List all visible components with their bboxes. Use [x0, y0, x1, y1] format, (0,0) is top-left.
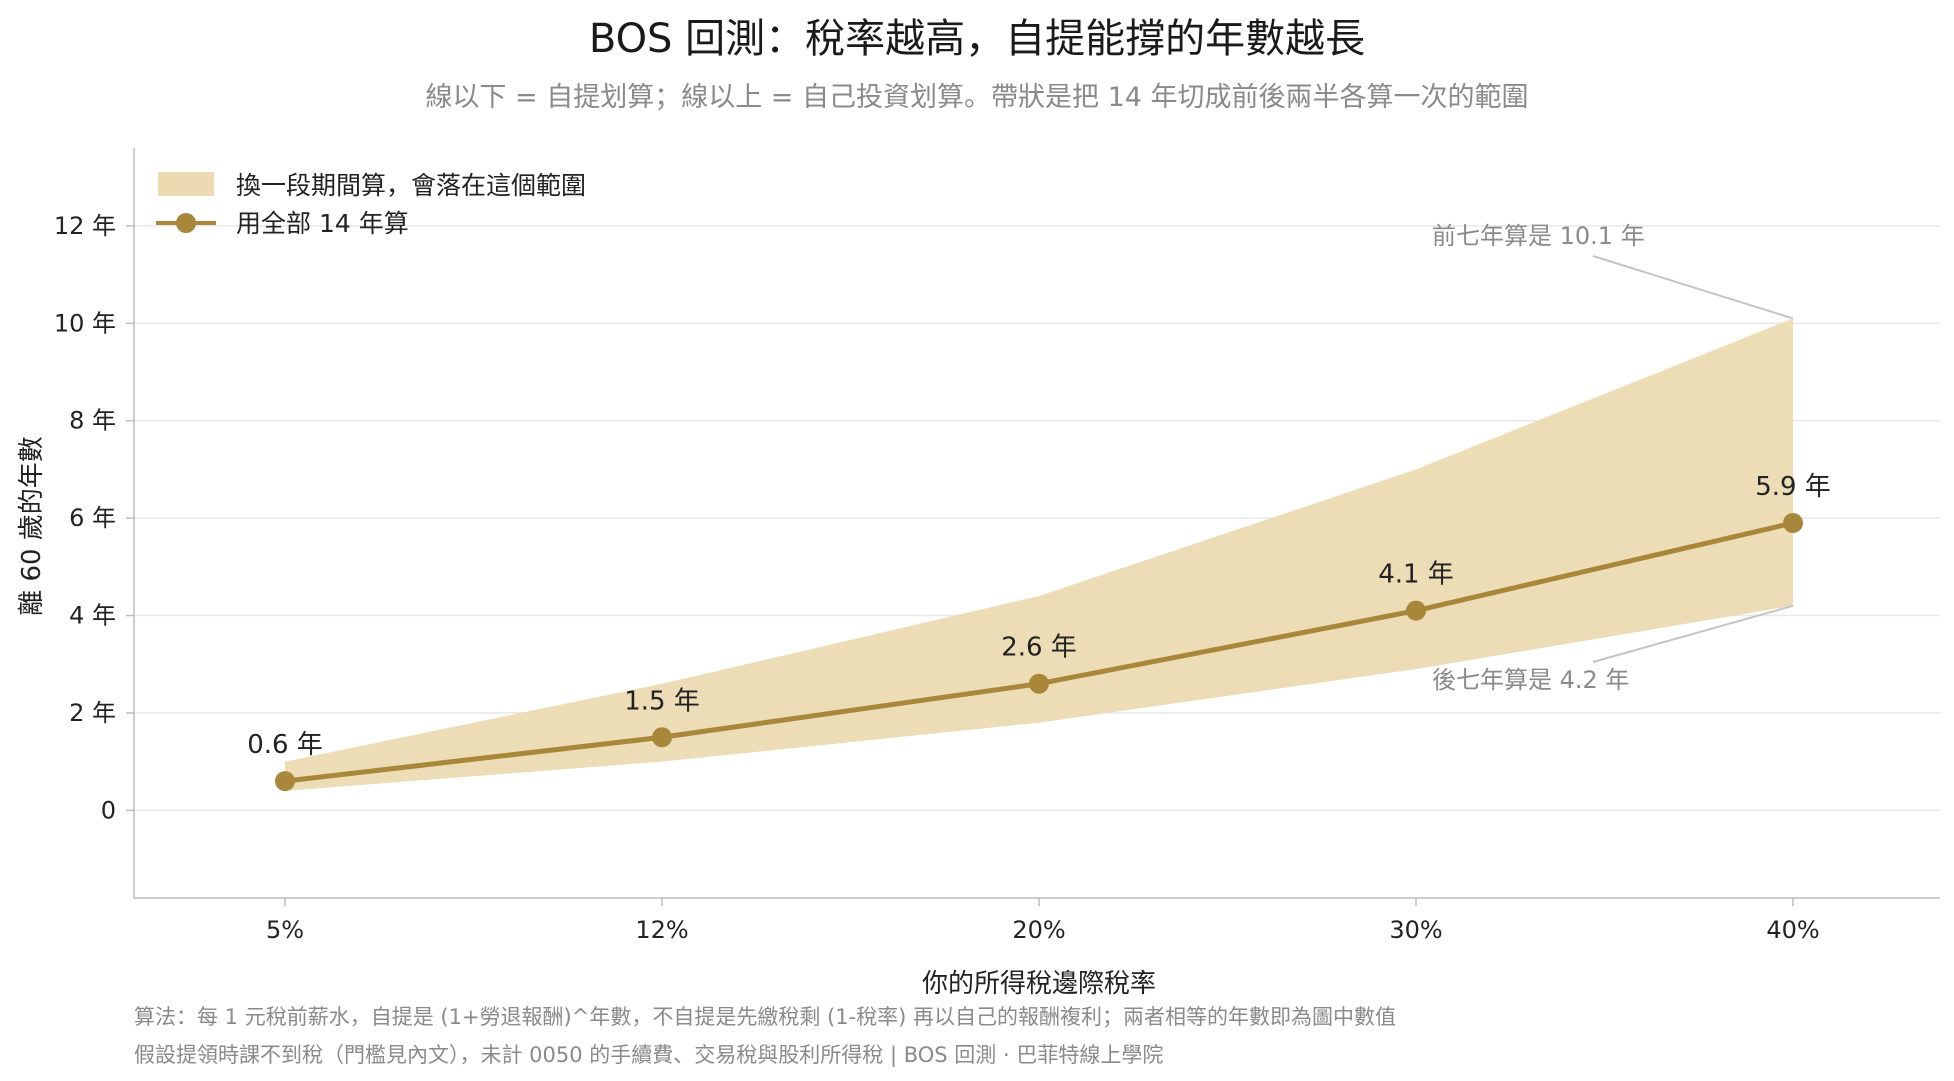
- chart-title: BOS 回測：稅率越高，自提能撐的年數越長: [589, 16, 1365, 62]
- legend-band-swatch: [158, 172, 214, 196]
- y-tick-label-10: 10 年: [54, 309, 116, 337]
- legend-line-label: 用全部 14 年算: [236, 209, 409, 238]
- data-label-1: 1.5 年: [624, 686, 700, 716]
- data-point-0: [275, 771, 295, 792]
- legend: 換一段期間算，會落在這個範圍 用全部 14 年算: [156, 171, 586, 238]
- y-tick-label-4: 4 年: [69, 602, 116, 630]
- range-band: [285, 318, 1793, 791]
- y-tick-label-2: 2 年: [69, 699, 116, 727]
- x-tick-label-3: 30%: [1389, 916, 1442, 944]
- x-tick-label-2: 20%: [1012, 916, 1065, 944]
- data-label-2: 2.6 年: [1001, 633, 1077, 663]
- annotation-leader-1: [1592, 604, 1794, 663]
- y-tick-label-8: 8 年: [69, 407, 116, 435]
- legend-marker-swatch: [176, 213, 196, 233]
- chart-subtitle: 線以下 = 自提划算；線以上 = 自己投資划算。帶狀是把 14 年切成前後兩半各…: [425, 82, 1528, 113]
- range-band-layer: [285, 318, 1793, 791]
- x-tick-label-0: 5%: [266, 916, 304, 944]
- data-point-1: [652, 727, 672, 748]
- legend-band-label: 換一段期間算，會落在這個範圍: [236, 171, 586, 200]
- x-tick-label-1: 12%: [635, 916, 688, 944]
- data-label-0: 0.6 年: [247, 730, 323, 760]
- annotation-text-0: 前七年算是 10.1 年: [1432, 222, 1645, 250]
- footnote-line-2: 假設提領時課不到稅（門檻見內文），未計 0050 的手續費、交易稅與股利所得稅 …: [134, 1043, 1163, 1068]
- footnote-line-1: 算法：每 1 元稅前薪水，自提是 (1+勞退報酬)^年數，不自提是先繳稅剩 (1…: [134, 1005, 1396, 1029]
- y-tick-label-0: 0: [101, 796, 116, 824]
- data-point-4: [1783, 513, 1803, 533]
- y-tick-label-12: 12 年: [54, 212, 116, 240]
- axes: 0 2 年 4 年 6 年 8 年 10 年 12 年 5% 12% 20% 30% 40%: [54, 148, 1940, 944]
- annotation-leader-0: [1592, 255, 1794, 320]
- data-labels: 0.6 年 1.5 年 2.6 年 4.1 年 5.9 年: [247, 472, 1831, 760]
- annotation-text-1: 後七年算是 4.2 年: [1432, 666, 1629, 694]
- series-line-layer: [275, 513, 1803, 792]
- data-point-2: [1029, 673, 1049, 694]
- y-tick-label-6: 6 年: [69, 504, 116, 532]
- x-tick-label-4: 40%: [1766, 916, 1819, 944]
- y-axis-label: 離 60 歲的年數: [17, 436, 47, 616]
- data-label-4: 5.9 年: [1755, 472, 1831, 502]
- data-point-3: [1406, 600, 1426, 621]
- data-label-3: 4.1 年: [1378, 560, 1454, 590]
- x-axis-label: 你的所得稅邊際稅率: [922, 969, 1156, 999]
